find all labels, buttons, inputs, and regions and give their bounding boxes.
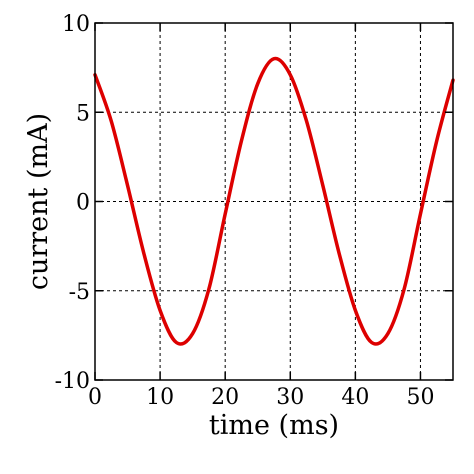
series-layer bbox=[93, 56, 455, 346]
x-axis-label: time (ms) bbox=[209, 410, 339, 441]
grid-lines bbox=[95, 23, 453, 380]
x-tick-label: 40 bbox=[341, 385, 369, 410]
x-tick-label: 20 bbox=[211, 385, 239, 410]
x-tick-label: 50 bbox=[406, 385, 434, 410]
current-series-line bbox=[93, 56, 455, 346]
plot-frame bbox=[94, 22, 454, 381]
y-tick-label: -10 bbox=[55, 369, 90, 394]
y-tick-label: 0 bbox=[76, 191, 90, 216]
x-tick-label: 30 bbox=[276, 385, 304, 410]
y-tick-label: 10 bbox=[62, 12, 90, 37]
axis-ticks bbox=[94, 22, 453, 381]
x-tick-label: 10 bbox=[146, 385, 174, 410]
tick-labels: 0 10 20 30 40 50 -10 -5 0 5 10 bbox=[55, 12, 435, 410]
y-tick-label: -5 bbox=[69, 280, 90, 305]
y-tick-label: 5 bbox=[76, 101, 90, 126]
x-tick-label: 0 bbox=[88, 385, 102, 410]
y-axis-label: current (mA) bbox=[23, 113, 54, 290]
